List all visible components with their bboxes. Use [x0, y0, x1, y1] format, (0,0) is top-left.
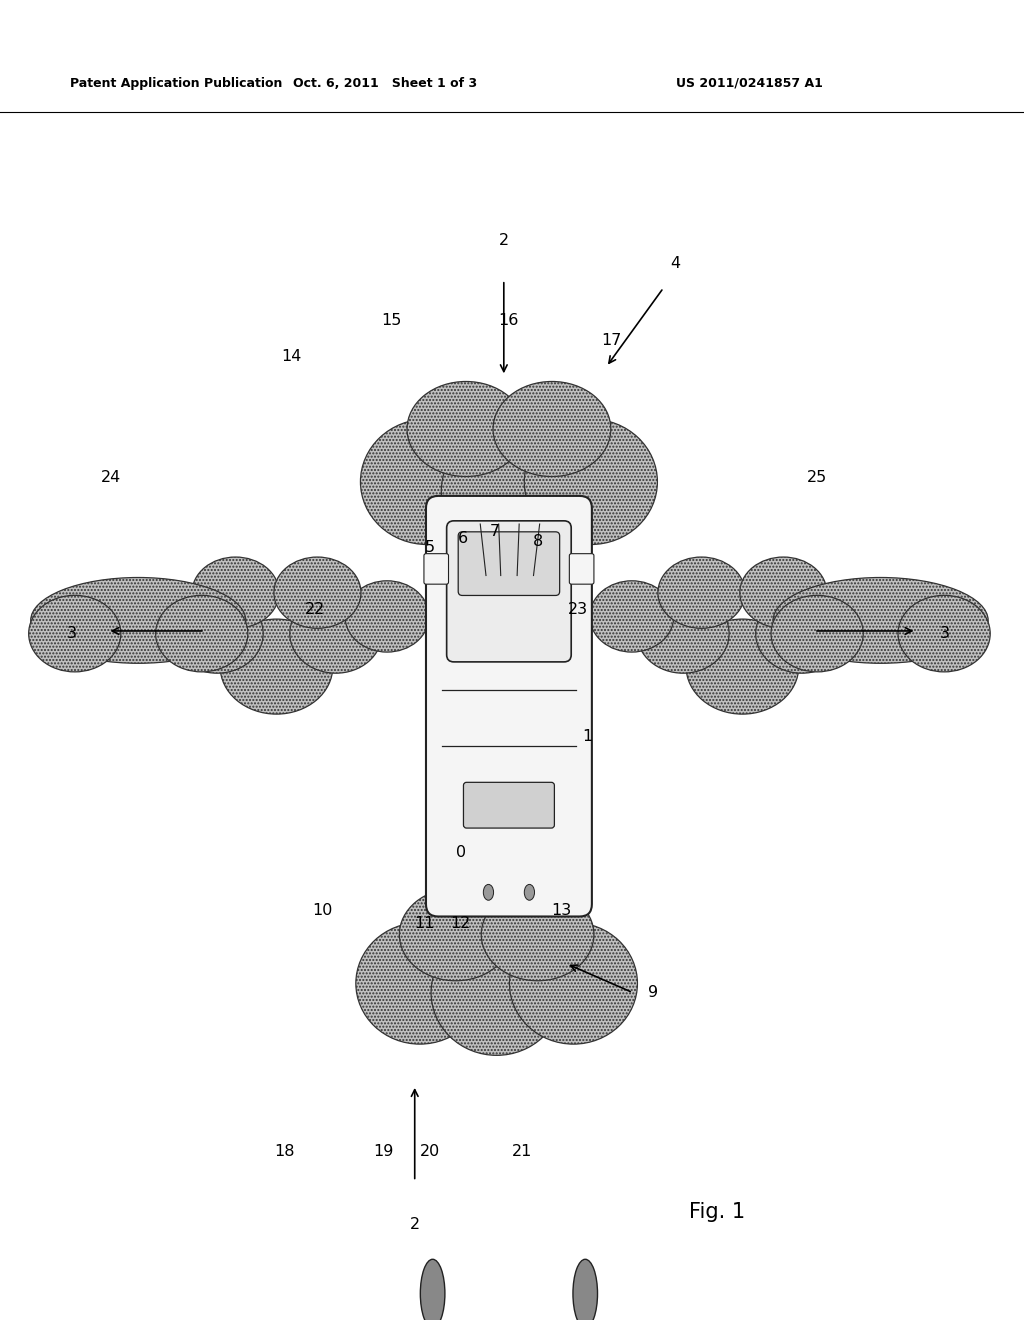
Ellipse shape [156, 595, 248, 672]
Ellipse shape [345, 581, 429, 652]
Text: 2: 2 [499, 232, 509, 248]
Ellipse shape [290, 594, 382, 673]
Text: 15: 15 [381, 313, 401, 329]
FancyBboxPatch shape [464, 783, 554, 828]
Text: 18: 18 [274, 1143, 295, 1159]
Text: 2: 2 [410, 1217, 420, 1233]
Text: 14: 14 [282, 348, 302, 364]
Text: 20: 20 [420, 1143, 440, 1159]
Text: 6: 6 [458, 531, 468, 546]
FancyBboxPatch shape [426, 496, 592, 916]
Ellipse shape [756, 594, 848, 673]
Ellipse shape [420, 1259, 444, 1320]
Ellipse shape [483, 884, 494, 900]
Text: 17: 17 [601, 333, 622, 348]
Text: 23: 23 [567, 602, 588, 618]
Text: 3: 3 [67, 626, 77, 642]
Ellipse shape [171, 594, 263, 673]
Text: US 2011/0241857 A1: US 2011/0241857 A1 [676, 77, 822, 90]
Text: 9: 9 [648, 985, 658, 1001]
Ellipse shape [220, 619, 333, 714]
Ellipse shape [431, 929, 562, 1056]
Text: Patent Application Publication: Patent Application Publication [70, 77, 282, 90]
Text: 16: 16 [499, 313, 519, 329]
Ellipse shape [524, 418, 657, 544]
FancyBboxPatch shape [458, 532, 560, 595]
Ellipse shape [31, 578, 246, 663]
Ellipse shape [573, 1259, 598, 1320]
Ellipse shape [124, 581, 208, 652]
Ellipse shape [509, 923, 637, 1044]
Ellipse shape [29, 595, 121, 672]
Text: 12: 12 [451, 916, 471, 932]
Ellipse shape [494, 381, 610, 477]
Ellipse shape [360, 418, 494, 544]
Ellipse shape [811, 581, 895, 652]
Ellipse shape [481, 888, 594, 981]
Text: 8: 8 [532, 533, 543, 549]
Ellipse shape [274, 557, 360, 628]
Text: Oct. 6, 2011   Sheet 1 of 3: Oct. 6, 2011 Sheet 1 of 3 [293, 77, 477, 90]
Ellipse shape [441, 426, 577, 556]
Text: 21: 21 [512, 1143, 532, 1159]
Text: 25: 25 [807, 470, 827, 486]
Text: 24: 24 [100, 470, 121, 486]
Ellipse shape [657, 557, 744, 628]
Ellipse shape [739, 557, 827, 628]
Ellipse shape [773, 578, 988, 663]
Text: 11: 11 [415, 916, 435, 932]
Ellipse shape [898, 595, 990, 672]
Ellipse shape [686, 619, 799, 714]
Ellipse shape [355, 923, 483, 1044]
Text: 0: 0 [456, 845, 466, 861]
Text: 1: 1 [583, 729, 593, 744]
Text: 10: 10 [312, 903, 333, 919]
Ellipse shape [771, 595, 863, 672]
Ellipse shape [408, 381, 525, 477]
FancyBboxPatch shape [569, 553, 594, 585]
Text: 22: 22 [305, 602, 326, 618]
Ellipse shape [637, 594, 729, 673]
Text: 5: 5 [425, 540, 435, 556]
FancyBboxPatch shape [424, 553, 449, 585]
Text: 19: 19 [373, 1143, 393, 1159]
Ellipse shape [524, 884, 535, 900]
Text: 7: 7 [489, 524, 500, 540]
Text: Fig. 1: Fig. 1 [689, 1201, 744, 1222]
Text: 3: 3 [940, 626, 950, 642]
Ellipse shape [399, 888, 512, 981]
Ellipse shape [590, 581, 674, 652]
Text: 13: 13 [551, 903, 571, 919]
Ellipse shape [193, 557, 279, 628]
FancyBboxPatch shape [446, 521, 571, 661]
Text: 4: 4 [670, 256, 680, 272]
